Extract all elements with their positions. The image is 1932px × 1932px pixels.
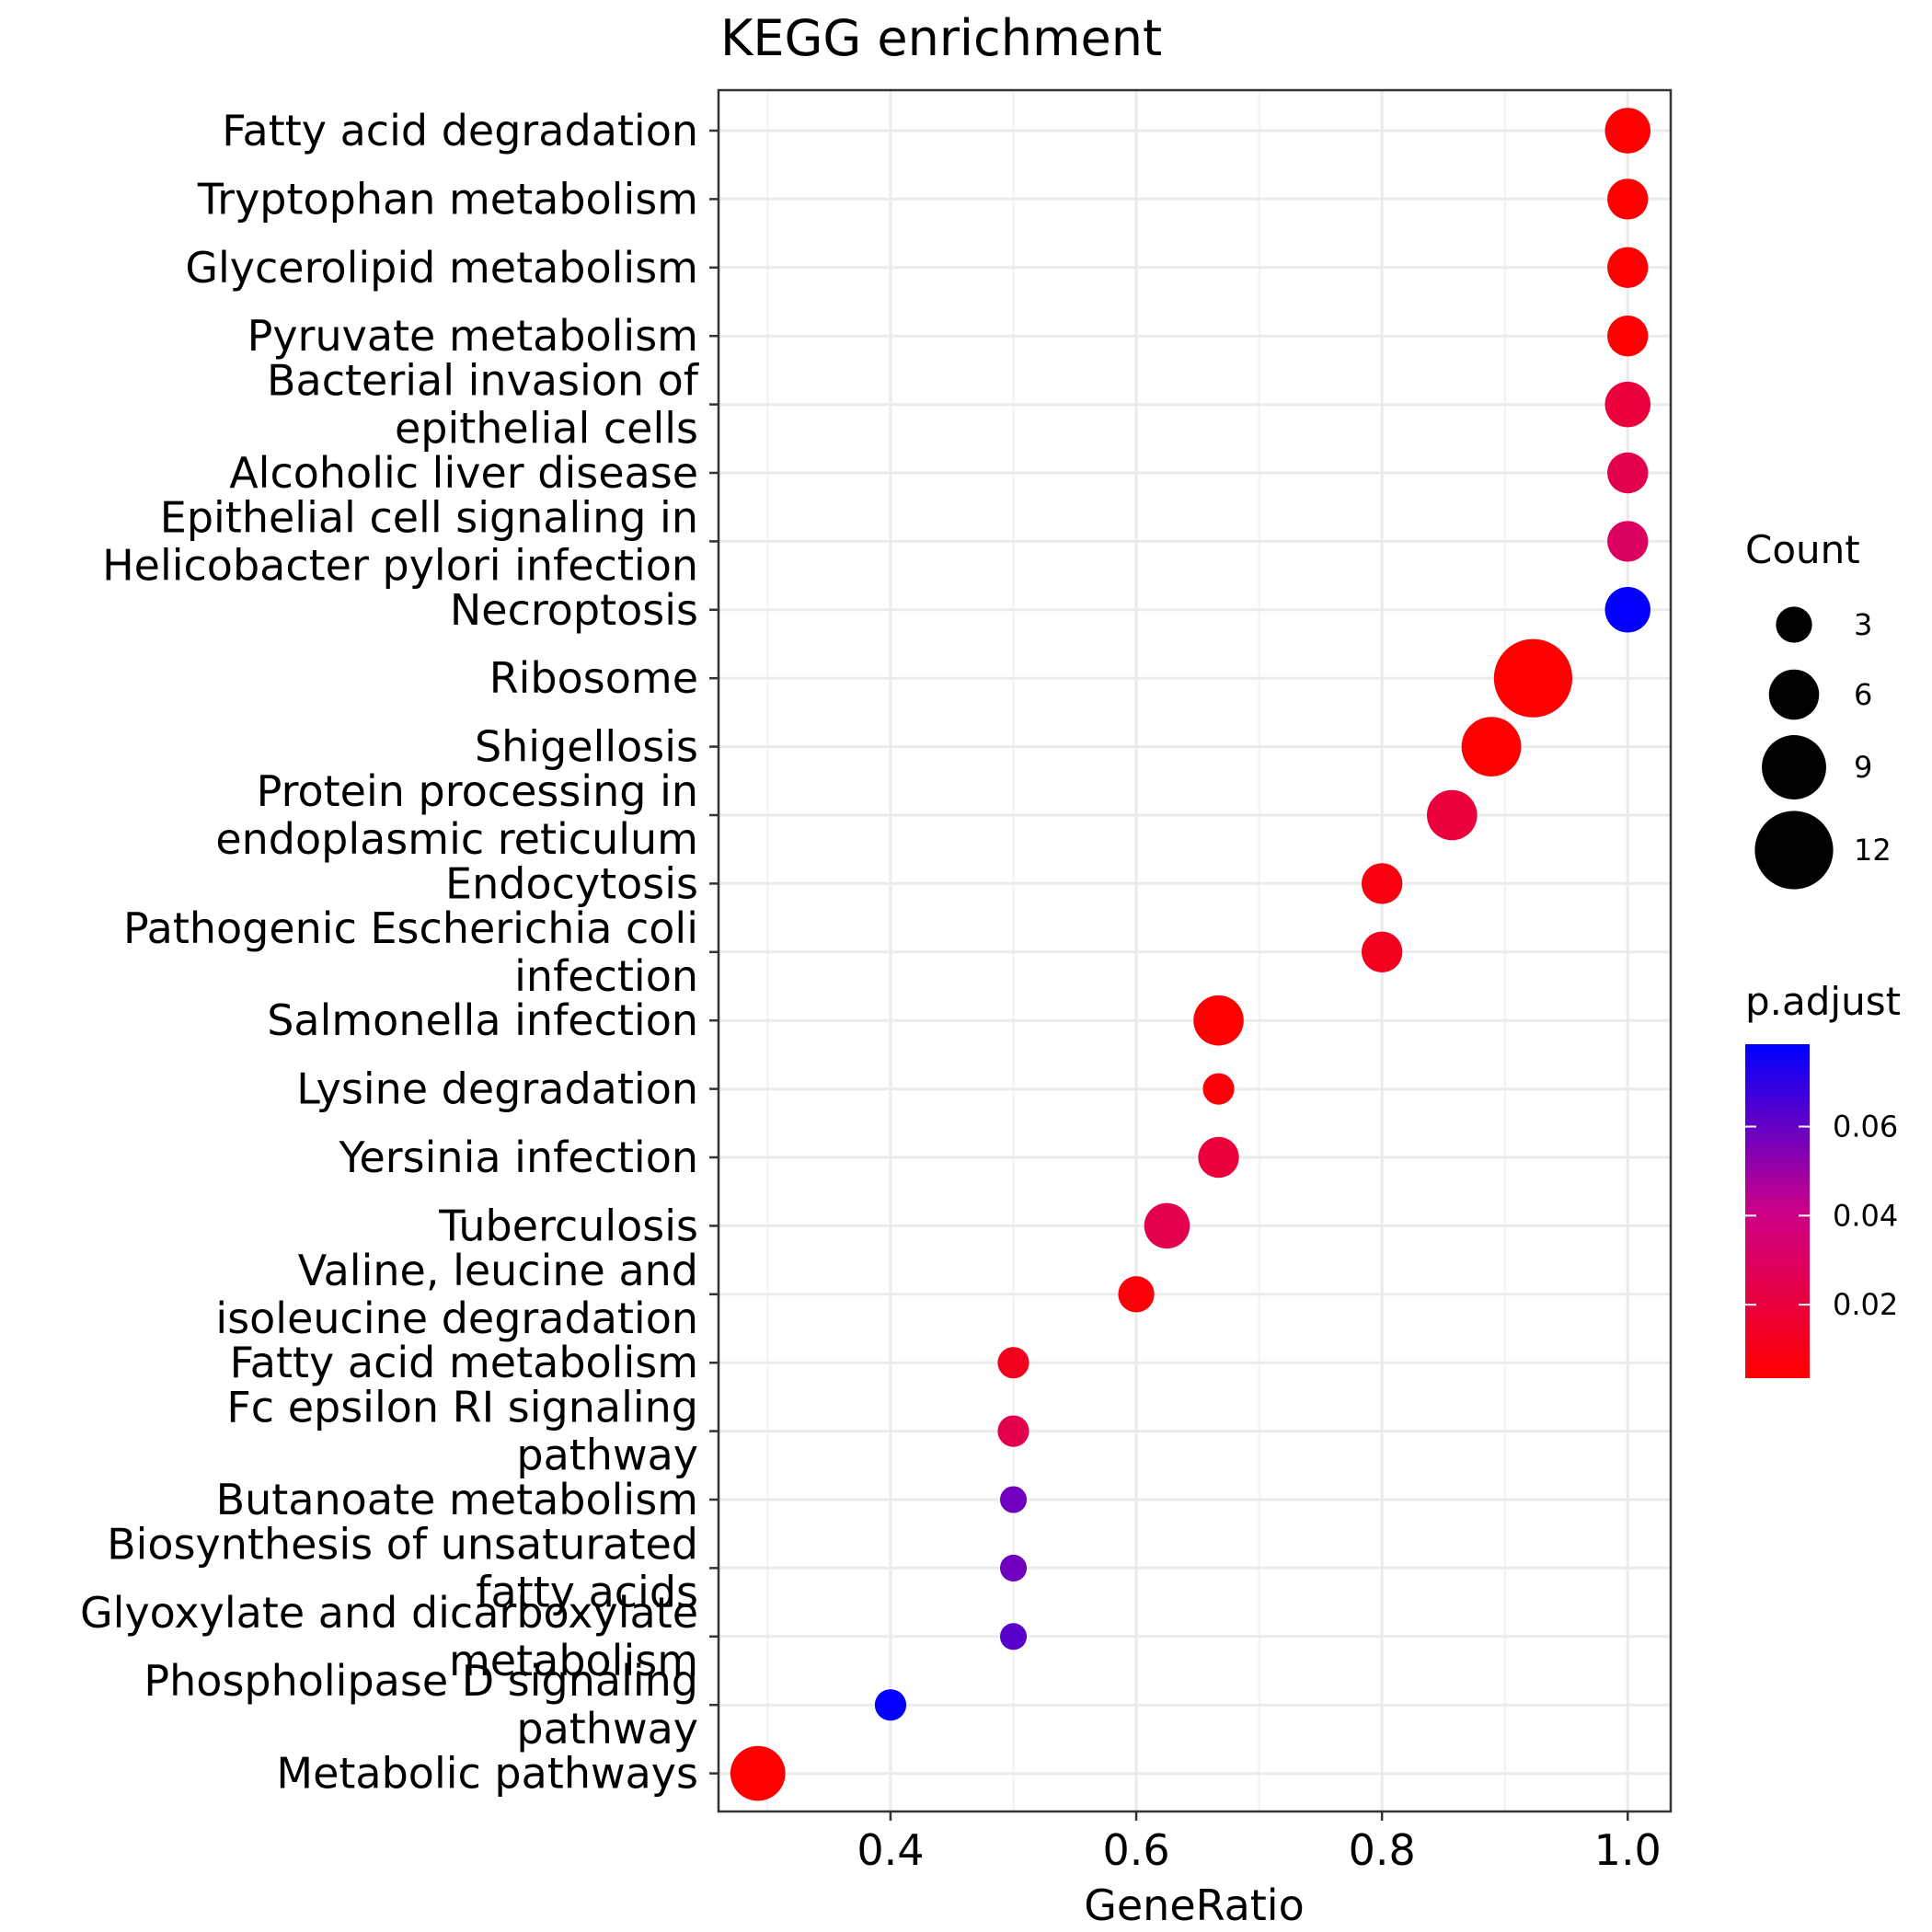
x-axis-title: GeneRatio (1084, 1880, 1305, 1930)
category-label: Glyoxylate and dicarboxylate metabolism (80, 1588, 698, 1685)
category-label: Necroptosis (450, 585, 698, 635)
data-point (730, 1745, 786, 1801)
padj-tick-label: 0.02 (1833, 1287, 1898, 1322)
padj-legend-title: p.adjust (1745, 979, 1901, 1024)
data-point (997, 1347, 1029, 1379)
data-point (999, 1554, 1028, 1581)
category-label: Phospholipase D signaling pathway (144, 1656, 698, 1754)
data-point (874, 1689, 907, 1721)
x-tick-label: 1.0 (1594, 1825, 1662, 1875)
data-point (999, 1486, 1028, 1513)
count-legend-label: 3 (1854, 607, 1872, 642)
data-points (730, 108, 1651, 1801)
data-point (1604, 587, 1651, 633)
category-label: Ribosome (489, 653, 698, 703)
category-label: Butanoate metabolism (216, 1475, 698, 1524)
padj-colorbar (1745, 1044, 1810, 1378)
category-label: Lysine degradation (296, 1064, 698, 1114)
count-legend-symbol (1762, 735, 1826, 799)
padj-tick-label: 0.04 (1833, 1198, 1898, 1233)
data-point (999, 1623, 1028, 1650)
category-label: Alcoholic liver disease (229, 448, 698, 498)
padj-tick-label: 0.06 (1833, 1110, 1898, 1144)
data-point (1193, 995, 1244, 1046)
data-point (1493, 638, 1573, 718)
data-point (1607, 247, 1649, 288)
category-label: Tryptophan metabolism (197, 174, 698, 224)
data-point (1607, 316, 1649, 357)
grid-lines (719, 90, 1671, 1811)
x-tick-label: 0.8 (1349, 1825, 1416, 1875)
category-label: Yersinia infection (338, 1133, 698, 1182)
data-point (1461, 717, 1522, 776)
category-label: Fatty acid metabolism (230, 1338, 698, 1387)
legend: Count 3 6 9 12 p.adjust 0.02 0.04 0.06 (1745, 527, 1901, 1378)
data-point (1604, 381, 1651, 428)
category-label: Tuberculosis (438, 1201, 698, 1250)
x-axis: 0.4 0.6 0.8 1.0 (857, 1811, 1662, 1875)
data-point (1604, 108, 1651, 154)
count-legend-symbol (1776, 606, 1812, 643)
category-label: Biosynthesis of unsaturated fatty acids (107, 1519, 698, 1616)
data-point (1361, 863, 1403, 904)
data-point (1607, 178, 1649, 220)
data-point (1426, 789, 1478, 841)
category-label: Pathogenic Escherichia coli infection (123, 903, 698, 1001)
category-label: Glycerolipid metabolism (185, 243, 698, 293)
data-point (997, 1415, 1029, 1447)
category-label: Fatty acid degradation (222, 106, 698, 155)
category-label: Valine, leucine and isoleucine degradatio… (215, 1246, 698, 1343)
category-label: Endocytosis (445, 858, 698, 908)
category-label: Metabolic pathways (276, 1749, 698, 1799)
category-label: Salmonella infection (267, 995, 698, 1045)
count-legend-symbol (1768, 669, 1820, 720)
count-legend-label: 6 (1854, 677, 1872, 712)
count-legend-symbol (1754, 811, 1834, 890)
data-point (1607, 521, 1649, 562)
chart-title: KEGG enrichment (720, 9, 1162, 67)
category-label: Epithelial cell signaling in Helicobacter… (102, 492, 698, 590)
category-label: Protein processing in endoplasmic reticul… (215, 766, 698, 864)
data-point (1607, 452, 1649, 494)
x-tick-label: 0.6 (1102, 1825, 1169, 1875)
data-point (1202, 1073, 1235, 1105)
x-tick-label: 0.4 (857, 1825, 924, 1875)
data-point (1118, 1276, 1155, 1313)
count-legend-label: 9 (1854, 750, 1872, 785)
category-label: Shigellosis (475, 722, 698, 772)
panel-border (717, 88, 1673, 1813)
count-legend-label: 12 (1854, 833, 1892, 868)
data-point (1198, 1136, 1239, 1179)
count-legend-title: Count (1745, 527, 1860, 572)
category-label: Fc epsilon RI signaling pathway (226, 1383, 698, 1480)
data-point (1144, 1202, 1190, 1249)
category-label: Pyruvate metabolism (247, 311, 698, 361)
data-point (1361, 931, 1403, 972)
category-labels: Fatty acid degradation Tryptophan metabol… (80, 106, 719, 1799)
category-label: Bacterial invasion of epithelial cells (267, 356, 700, 454)
